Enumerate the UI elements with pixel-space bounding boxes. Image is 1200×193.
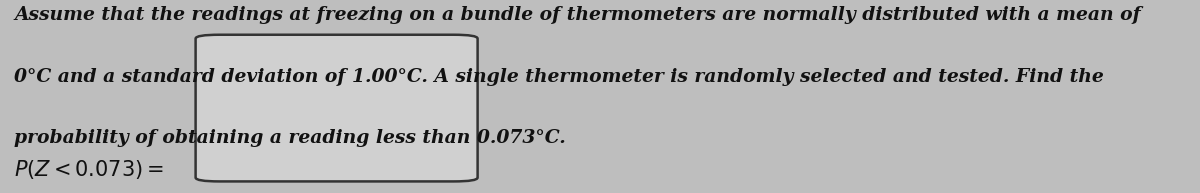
FancyBboxPatch shape: [196, 35, 478, 181]
Text: $P(Z < 0.073) =$: $P(Z < 0.073) =$: [14, 158, 164, 181]
Text: Assume that the readings at freezing on a bundle of thermometers are normally di: Assume that the readings at freezing on …: [14, 6, 1141, 24]
Text: probability of obtaining a reading less than 0.073°C.: probability of obtaining a reading less …: [14, 129, 566, 147]
Text: 0°C and a standard deviation of 1.00°C. A single thermometer is randomly selecte: 0°C and a standard deviation of 1.00°C. …: [14, 68, 1104, 85]
